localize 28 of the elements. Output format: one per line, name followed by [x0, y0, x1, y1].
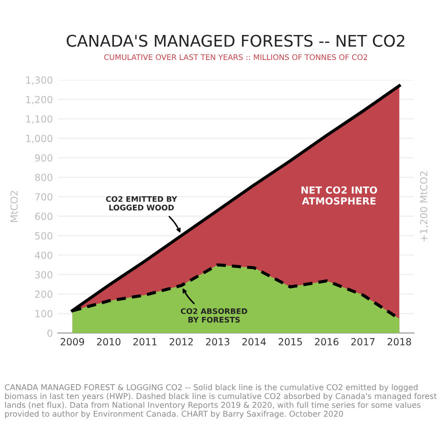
y-tick-label: 200: [35, 290, 52, 298]
y-tick-label: 1,300: [26, 76, 52, 85]
chart-title: CANADA'S MANAGED FORESTS -- NET CO2: [66, 34, 404, 47]
x-tick-label: 2017: [351, 338, 375, 346]
x-tick-label: 2010: [97, 338, 120, 346]
annotation: NET CO2 INTO ATMOSPHERE: [301, 186, 378, 205]
text: +1,200 MtCO2: [420, 171, 428, 242]
y-tick-label: 1,100: [26, 115, 52, 124]
x-tick-label: 2011: [133, 338, 157, 346]
y-tick-label: 600: [35, 212, 52, 220]
x-tick-label: 2013: [206, 338, 230, 346]
x-tick-label: 2018: [388, 338, 412, 346]
y-tick-label: 700: [35, 193, 52, 201]
x-tick-label: 2009: [60, 338, 84, 346]
x-tick-label: 2014: [242, 338, 266, 346]
y-tick-label: 1,200: [26, 96, 52, 104]
y-axis-title: MtCO2: [10, 191, 18, 222]
x-tick-label: 2016: [315, 338, 338, 346]
y-tick-label: 0: [47, 329, 52, 337]
y-tick-label: 900: [35, 154, 52, 162]
y-tick-label: 300: [35, 271, 52, 278]
x-tick-label: 2015: [278, 338, 302, 346]
y-tick-label: 1,000: [26, 134, 52, 144]
y-tick-label: 100: [36, 310, 52, 318]
x-tick-label: 2012: [170, 338, 193, 346]
y-tick-label: 500: [35, 232, 52, 240]
y-tick-label: 800: [35, 174, 52, 182]
y-tick-label: 400: [34, 252, 52, 259]
